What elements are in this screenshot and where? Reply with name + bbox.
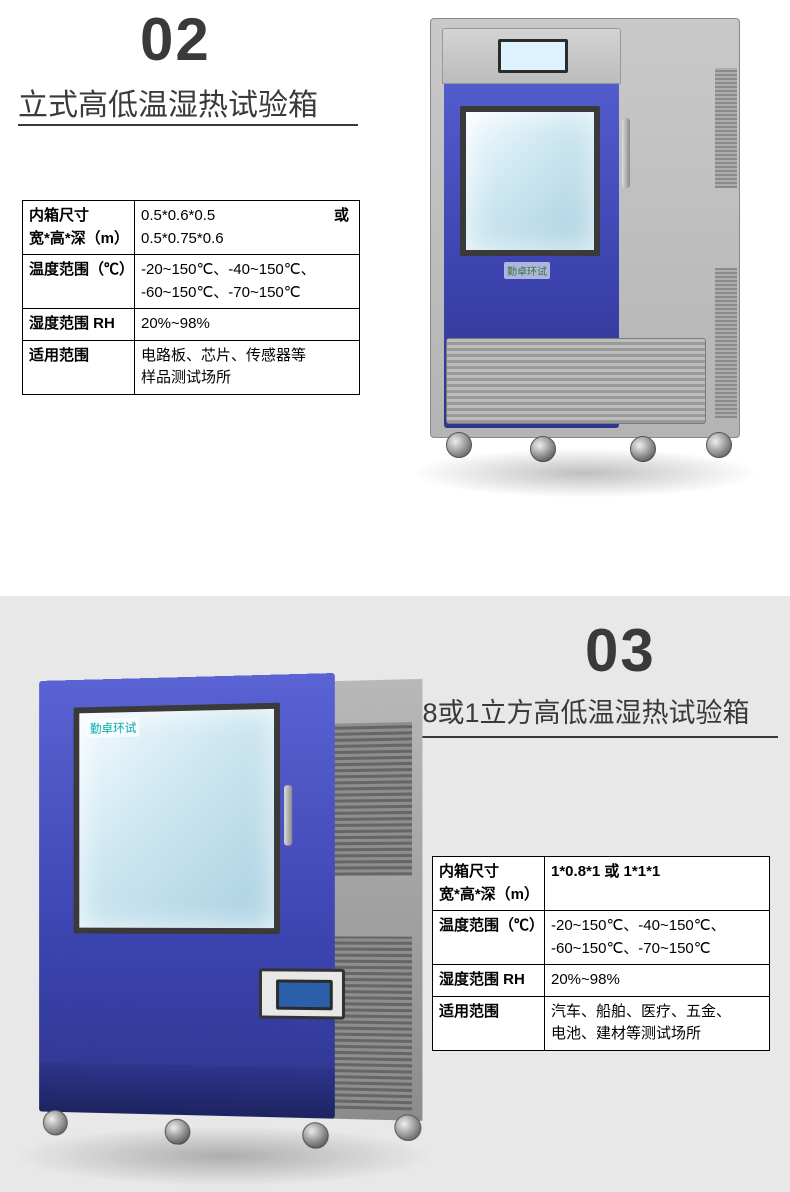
spec-label-text: 内箱尺寸 宽*高*深（m）	[439, 863, 539, 903]
title-rule	[18, 124, 358, 126]
side-vent	[715, 268, 737, 418]
table-row: 湿度范围 RH 20%~98%	[433, 965, 770, 997]
spec-label: 温度范围（℃）	[23, 255, 135, 309]
spec-value-line2: 样品测试场所	[141, 369, 231, 386]
brand-label: 勤卓环试	[87, 718, 139, 738]
door-handle	[622, 118, 630, 188]
spec-value-or: 或	[334, 205, 353, 228]
spec-value-line2: -60~150℃、-70~150℃	[551, 940, 711, 957]
section-number: 02	[140, 5, 211, 74]
table-row: 温度范围（℃） -20~150℃、-40~150℃、 -60~150℃、-70~…	[433, 911, 770, 965]
spec-label: 适用范围	[23, 340, 135, 394]
control-panel	[259, 968, 345, 1019]
spec-value-line1: 0.5*0.6*0.5	[141, 207, 215, 224]
spec-value: -20~150℃、-40~150℃、 -60~150℃、-70~150℃	[135, 255, 360, 309]
spec-label: 湿度范围 RH	[23, 309, 135, 341]
bottom-vent	[446, 338, 706, 424]
spec-value: 20%~98%	[135, 309, 360, 341]
table-row: 适用范围 汽车、船舶、医疗、五金、 电池、建材等测试场所	[433, 996, 770, 1050]
spec-table-03: 内箱尺寸 宽*高*深（m） 1*0.8*1 或 1*1*1 温度范围（℃） -2…	[432, 856, 770, 1051]
front-door: 勤卓环试	[39, 673, 335, 1119]
section-title: 立式高低温湿热试验箱	[18, 80, 318, 124]
section-number: 03	[585, 616, 656, 685]
spec-label: 湿度范围 RH	[433, 965, 545, 997]
spec-table-02: 内箱尺寸 宽*高*深（m） 0.5*0.6*0.5 或 0.5*0.75*0.6…	[22, 200, 360, 395]
spec-value: 电路板、芯片、传感器等 样品测试场所	[135, 340, 360, 394]
side-vent	[715, 68, 737, 188]
spec-value: 20%~98%	[545, 965, 770, 997]
table-row: 湿度范围 RH 20%~98%	[23, 309, 360, 341]
table-row: 内箱尺寸 宽*高*深（m） 0.5*0.6*0.5 或 0.5*0.75*0.6	[23, 201, 360, 255]
table-row: 内箱尺寸 宽*高*深（m） 1*0.8*1 或 1*1*1	[433, 857, 770, 911]
spec-value: 0.5*0.6*0.5 或 0.5*0.75*0.6	[135, 201, 360, 255]
spec-value-line2: 0.5*0.75*0.6	[141, 230, 224, 247]
view-window: 勤卓环试	[74, 703, 281, 935]
spec-value: 汽车、船舶、医疗、五金、 电池、建材等测试场所	[545, 996, 770, 1050]
control-screen	[276, 979, 333, 1010]
equipment-image-03: 勤卓环试	[14, 676, 434, 1186]
section-02: 02 立式高低温湿热试验箱 内箱尺寸 宽*高*深（m） 0.5*0.6*0.5 …	[0, 0, 790, 596]
table-row: 适用范围 电路板、芯片、传感器等 样品测试场所	[23, 340, 360, 394]
spec-label: 内箱尺寸 宽*高*深（m）	[433, 857, 545, 911]
brand-label: 勤卓环试	[504, 262, 550, 279]
spec-value-line1: -20~150℃、-40~150℃、	[141, 261, 316, 278]
section-03: 03 0.8或1立方高低温湿热试验箱 内箱尺寸 宽*高*深（m） 1*0.8*1…	[0, 596, 790, 1192]
floor-shadow	[14, 1126, 434, 1186]
spec-value-line2: 电池、建材等测试场所	[551, 1025, 701, 1042]
control-screen	[498, 39, 568, 73]
spec-value: -20~150℃、-40~150℃、 -60~150℃、-70~150℃	[545, 911, 770, 965]
spec-label: 内箱尺寸 宽*高*深（m）	[23, 201, 135, 255]
title-rule	[408, 736, 778, 738]
spec-label: 温度范围（℃）	[433, 911, 545, 965]
spec-label: 适用范围	[433, 996, 545, 1050]
equipment-image-02: 勤卓环试	[400, 18, 760, 538]
floor-shadow	[410, 448, 760, 498]
side-grill	[335, 722, 412, 876]
spec-value: 1*0.8*1 或 1*1*1	[545, 857, 770, 911]
side-grill	[335, 936, 412, 1110]
door-handle	[284, 785, 292, 846]
view-window	[460, 106, 600, 256]
spec-value-line1: 电路板、芯片、传感器等	[141, 347, 306, 364]
base-bar	[39, 1063, 335, 1119]
spec-label-text: 内箱尺寸 宽*高*深（m）	[29, 207, 129, 247]
top-panel	[442, 28, 621, 84]
table-row: 温度范围（℃） -20~150℃、-40~150℃、 -60~150℃、-70~…	[23, 255, 360, 309]
section-title: 0.8或1立方高低温湿热试验箱	[400, 691, 750, 730]
spec-value-line1: 汽车、船舶、医疗、五金、	[551, 1003, 731, 1020]
spec-value-line2: -60~150℃、-70~150℃	[141, 284, 301, 301]
spec-value-line1: -20~150℃、-40~150℃、	[551, 917, 726, 934]
